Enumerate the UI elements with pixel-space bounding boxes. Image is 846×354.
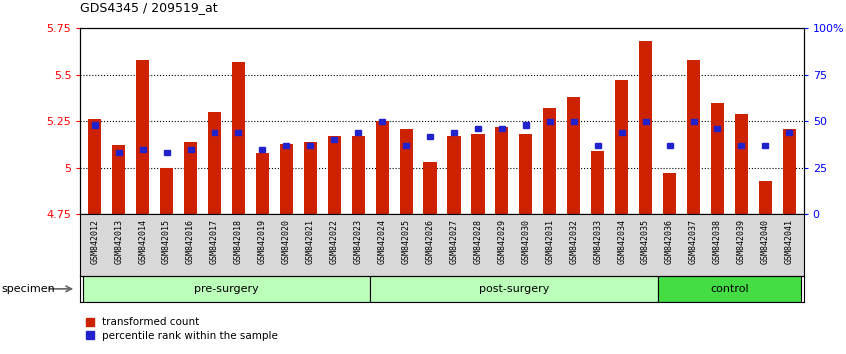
Bar [427, 133, 433, 139]
Text: GSM842040: GSM842040 [761, 219, 770, 264]
Bar [591, 151, 604, 214]
Bar [255, 153, 269, 214]
Text: GSM842035: GSM842035 [641, 219, 650, 264]
Text: GSM842041: GSM842041 [785, 219, 794, 264]
Text: GDS4345 / 209519_at: GDS4345 / 209519_at [80, 1, 218, 14]
Bar [283, 143, 289, 148]
Bar [232, 62, 245, 214]
Text: GSM842030: GSM842030 [521, 219, 530, 264]
Text: GSM842016: GSM842016 [186, 219, 195, 264]
Bar [188, 147, 194, 152]
Bar [403, 143, 409, 148]
Bar [376, 121, 389, 214]
Bar [260, 147, 266, 152]
Bar [762, 143, 768, 148]
Bar [657, 276, 801, 302]
Bar [424, 162, 437, 214]
Text: GSM842012: GSM842012 [91, 219, 99, 264]
Bar [163, 150, 169, 155]
Bar [547, 119, 552, 124]
Text: GSM842033: GSM842033 [593, 219, 602, 264]
Bar [184, 142, 197, 214]
Text: GSM842014: GSM842014 [138, 219, 147, 264]
Bar [379, 119, 385, 124]
Bar [235, 130, 241, 135]
Bar [711, 103, 724, 214]
Text: GSM842032: GSM842032 [569, 219, 579, 264]
Bar [160, 168, 173, 214]
Bar [475, 126, 481, 131]
Bar [448, 136, 460, 214]
Bar [136, 60, 149, 214]
Bar [304, 142, 317, 214]
Text: GSM842026: GSM842026 [426, 219, 435, 264]
Text: GSM842017: GSM842017 [210, 219, 219, 264]
Bar [739, 143, 744, 148]
Text: GSM842021: GSM842021 [305, 219, 315, 264]
Bar [523, 122, 529, 127]
Text: GSM842018: GSM842018 [234, 219, 243, 264]
Bar [371, 276, 657, 302]
Text: GSM842038: GSM842038 [713, 219, 722, 264]
Bar [113, 145, 125, 214]
Text: GSM842037: GSM842037 [689, 219, 698, 264]
Text: GSM842034: GSM842034 [618, 219, 626, 264]
Bar [667, 143, 673, 148]
Text: GSM842036: GSM842036 [665, 219, 674, 264]
Bar [208, 112, 221, 214]
Bar [140, 147, 146, 152]
Bar [519, 134, 532, 214]
Bar [116, 150, 122, 155]
Text: GSM842031: GSM842031 [546, 219, 554, 264]
Bar [451, 130, 457, 135]
Bar [786, 130, 793, 135]
Text: GSM842023: GSM842023 [354, 219, 363, 264]
Bar [618, 130, 624, 135]
Bar [715, 126, 721, 131]
Bar [332, 137, 338, 142]
Bar [639, 41, 652, 214]
Legend: transformed count, percentile rank within the sample: transformed count, percentile rank withi… [85, 318, 278, 341]
Text: GSM842020: GSM842020 [282, 219, 291, 264]
Bar [595, 143, 601, 148]
Bar [352, 136, 365, 214]
Text: GSM842015: GSM842015 [162, 219, 171, 264]
Bar [687, 60, 700, 214]
Text: control: control [710, 284, 749, 294]
Text: GSM842029: GSM842029 [497, 219, 507, 264]
Text: GSM842027: GSM842027 [449, 219, 459, 264]
Bar [643, 119, 649, 124]
Bar [615, 80, 629, 214]
Bar [327, 136, 341, 214]
Bar [91, 122, 98, 127]
Bar [471, 134, 485, 214]
Bar [83, 276, 371, 302]
Bar [280, 143, 293, 214]
Text: GSM842022: GSM842022 [330, 219, 338, 264]
Text: GSM842024: GSM842024 [377, 219, 387, 264]
Text: GSM842039: GSM842039 [737, 219, 746, 264]
Bar [495, 127, 508, 214]
Text: pre-surgery: pre-surgery [194, 284, 259, 294]
Text: GSM842019: GSM842019 [258, 219, 266, 264]
Bar [543, 108, 557, 214]
Text: GSM842028: GSM842028 [474, 219, 482, 264]
Text: specimen: specimen [2, 284, 56, 294]
Bar [399, 129, 413, 214]
Text: post-surgery: post-surgery [479, 284, 549, 294]
Bar [499, 126, 505, 131]
Bar [88, 119, 102, 214]
Bar [690, 119, 696, 124]
Bar [735, 114, 748, 214]
Bar [759, 181, 772, 214]
Bar [783, 129, 796, 214]
Bar [355, 130, 361, 135]
Bar [567, 97, 580, 214]
Bar [212, 130, 217, 135]
Bar [571, 119, 577, 124]
Text: GSM842025: GSM842025 [402, 219, 410, 264]
Bar [663, 173, 676, 214]
Text: GSM842013: GSM842013 [114, 219, 124, 264]
Bar [307, 143, 313, 148]
